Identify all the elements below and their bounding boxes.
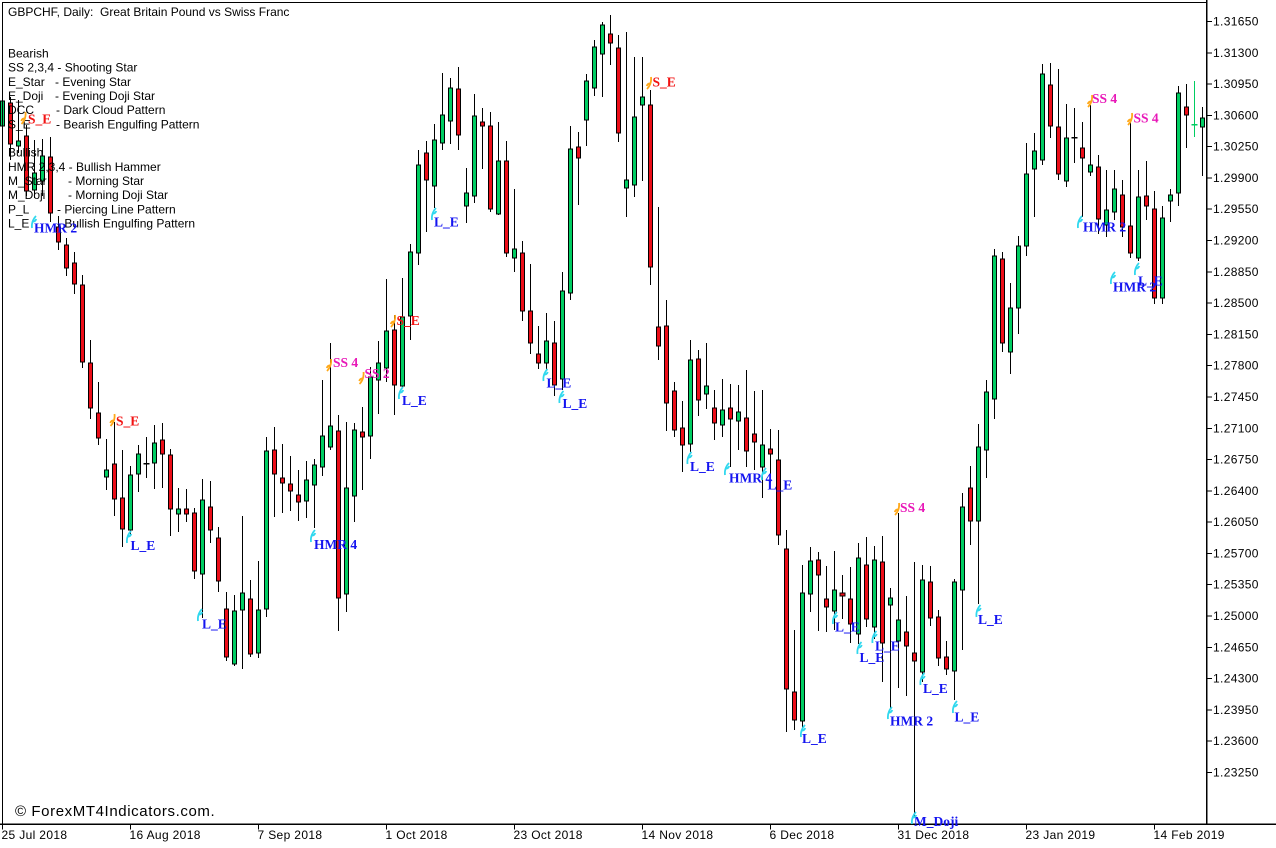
svg-text:L_E: L_E [434,215,459,230]
svg-text:M_Star: M_Star [8,174,47,188]
svg-text:7 Sep 2018: 7 Sep 2018 [258,828,323,842]
svg-text:S_E: S_E [397,313,420,328]
svg-text:Bearish: Bearish [8,47,49,61]
svg-text:HMR 2: HMR 2 [1083,220,1126,235]
svg-text:L_E: L_E [978,612,1003,627]
svg-text:1.26050: 1.26050 [1213,515,1259,529]
svg-text:23 Oct 2018: 23 Oct 2018 [514,828,583,842]
svg-text:L_E: L_E [563,396,588,411]
svg-text:1.29550: 1.29550 [1213,202,1259,216]
svg-text:1.28150: 1.28150 [1213,327,1259,341]
svg-text:DCC: DCC [8,103,34,117]
svg-text:1.25000: 1.25000 [1213,609,1259,623]
svg-text:HMR 2: HMR 2 [1113,280,1156,295]
svg-text:- Piercing Line Pattern: - Piercing Line Pattern [57,202,176,216]
svg-text:1.25350: 1.25350 [1213,578,1259,592]
svg-text:1.24300: 1.24300 [1213,672,1259,686]
svg-text:M_Doji: M_Doji [8,188,45,202]
svg-text:L_E: L_E [547,376,572,391]
svg-text:SS 4: SS 4 [1092,91,1117,106]
svg-text:SS 2: SS 2 [365,366,390,381]
svg-text:14 Nov 2018: 14 Nov 2018 [642,828,714,842]
svg-text:31 Dec 2018: 31 Dec 2018 [898,828,970,842]
svg-text:1 Oct 2018: 1 Oct 2018 [386,828,448,842]
svg-text:P_L: P_L [8,202,30,216]
svg-text:1.29200: 1.29200 [1213,234,1259,248]
svg-text:1.24650: 1.24650 [1213,640,1259,654]
svg-text:HMR 4: HMR 4 [314,537,357,552]
svg-text:L_E: L_E [768,478,793,493]
svg-text:HMR 2: HMR 2 [890,714,933,729]
svg-text:SS 2,3,4 - Shooting Star: SS 2,3,4 - Shooting Star [8,61,137,75]
svg-text:L_E: L_E [8,216,29,230]
svg-text:L_E: L_E [835,620,860,635]
svg-text:- Bearish Engulfing Pattern: - Bearish Engulfing Pattern [56,117,199,131]
svg-text:L_E: L_E [1138,274,1163,289]
svg-text:L_E: L_E [860,650,885,665]
svg-text:SS 4: SS 4 [900,500,925,515]
svg-text:E_Doji: E_Doji [8,89,43,103]
svg-text:14 Feb 2019: 14 Feb 2019 [1154,828,1225,842]
svg-text:1.28500: 1.28500 [1213,296,1259,310]
svg-text:HMR 2,3,4 - Bullish Hammer: HMR 2,3,4 - Bullish Hammer [8,160,161,174]
svg-text:1.23600: 1.23600 [1213,734,1259,748]
svg-text:25 Jul 2018: 25 Jul 2018 [2,828,68,842]
svg-text:23 Jan 2019: 23 Jan 2019 [1026,828,1096,842]
svg-text:E_Star: E_Star [8,75,45,89]
svg-text:L_E: L_E [875,639,900,654]
svg-text:Bullish: Bullish [8,146,43,160]
svg-text:L_E: L_E [131,538,156,553]
svg-text:1.27450: 1.27450 [1213,390,1259,404]
svg-text:- Evening Star: - Evening Star [55,75,131,89]
svg-text:S_E: S_E [8,117,31,131]
svg-text:L_E: L_E [802,731,827,746]
svg-text:SS 4: SS 4 [1134,111,1159,126]
svg-text:SS 4: SS 4 [333,355,358,370]
svg-text:1.23950: 1.23950 [1213,703,1259,717]
svg-text:L_E: L_E [202,617,227,632]
svg-text:L_E: L_E [402,393,427,408]
svg-text:1.29900: 1.29900 [1213,171,1259,185]
svg-text:1.31300: 1.31300 [1213,46,1259,60]
svg-text:16 Aug 2018: 16 Aug 2018 [130,828,201,842]
svg-text:1.26750: 1.26750 [1213,453,1259,467]
svg-text:S_E: S_E [28,112,51,127]
svg-text:- Morning Doji Star: - Morning Doji Star [68,188,168,202]
svg-text:1.30600: 1.30600 [1213,108,1259,122]
svg-text:1.27800: 1.27800 [1213,359,1259,373]
svg-text:1.31650: 1.31650 [1213,15,1259,29]
svg-text:GBPCHF, Daily: Great Britain: GBPCHF, Daily: Great Britain Pound vs Sw… [8,5,289,19]
svg-text:S_E: S_E [653,75,676,90]
svg-text:1.28850: 1.28850 [1213,265,1259,279]
svg-text:HMR 2: HMR 2 [34,221,77,236]
svg-text:L_E: L_E [923,681,948,696]
svg-text:1.30950: 1.30950 [1213,77,1259,91]
svg-text:1.23250: 1.23250 [1213,766,1259,780]
svg-text:- Evening Doji Star: - Evening Doji Star [55,89,155,103]
svg-text:© ForexMT4Indicators.com.: © ForexMT4Indicators.com. [15,803,215,820]
svg-text:- Morning Star: - Morning Star [68,174,144,188]
svg-text:6 Dec 2018: 6 Dec 2018 [770,828,835,842]
svg-text:1.25700: 1.25700 [1213,546,1259,560]
svg-text:- Dark Cloud Pattern: - Dark Cloud Pattern [56,103,165,117]
svg-text:M_Doji: M_Doji [914,814,958,829]
svg-text:1.26400: 1.26400 [1213,484,1259,498]
svg-text:L_E: L_E [690,459,715,474]
svg-text:L_E: L_E [955,710,980,725]
svg-text:1.30250: 1.30250 [1213,140,1259,154]
svg-text:S_E: S_E [116,414,139,429]
svg-text:- Bullish Engulfing Pattern: - Bullish Engulfing Pattern [57,216,195,230]
svg-text:1.27100: 1.27100 [1213,421,1259,435]
